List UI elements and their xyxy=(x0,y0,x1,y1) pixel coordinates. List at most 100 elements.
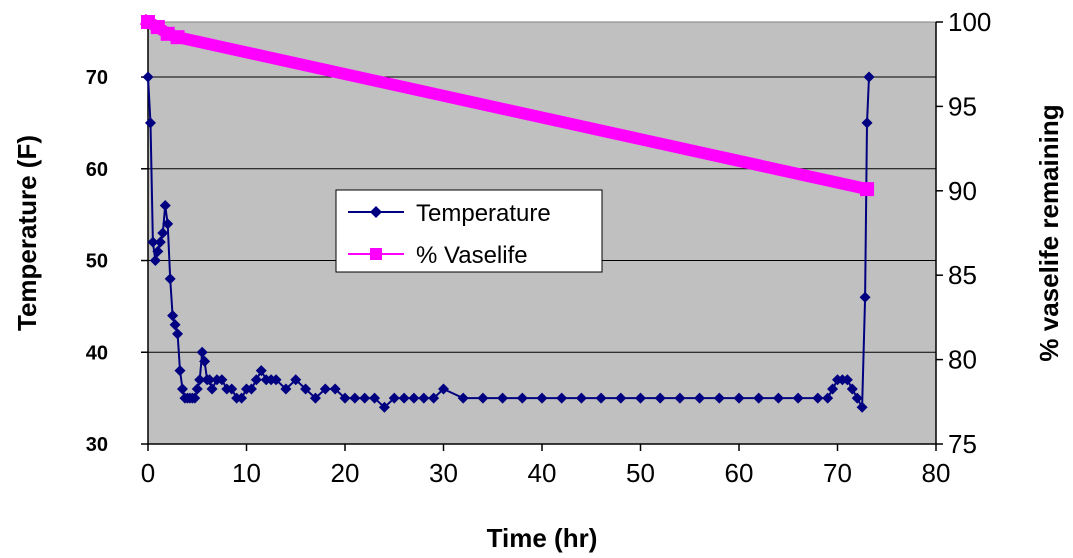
temperature-point xyxy=(309,392,321,404)
temperature-point xyxy=(162,218,174,230)
temperature-point xyxy=(250,374,262,386)
y-right-tick-label-95: 95 xyxy=(948,91,977,121)
y-right-tick-label-100: 100 xyxy=(948,7,991,37)
temperature-point xyxy=(477,392,489,404)
y-left-tick-label-40: 40 xyxy=(86,342,108,364)
x-tick-label-50: 50 xyxy=(626,458,655,488)
temperature-point xyxy=(359,392,371,404)
temperature-point xyxy=(635,392,646,404)
temperature-point xyxy=(245,383,257,395)
temperature-point xyxy=(339,392,351,404)
temperature-point xyxy=(863,71,875,83)
x-tick-label-30: 30 xyxy=(429,458,458,488)
temperature-point xyxy=(174,365,186,377)
temperature-point xyxy=(856,401,868,413)
temperature-point xyxy=(827,383,839,395)
x-tick-label-80: 80 xyxy=(922,458,951,488)
temperature-point xyxy=(841,374,853,386)
temperature-point xyxy=(851,392,863,404)
legend-temperature-marker xyxy=(370,206,382,218)
legend: Temperature % Vaselife xyxy=(335,189,603,273)
temperature-point xyxy=(497,392,509,404)
temperature-point xyxy=(144,117,156,129)
y-left-tick-label-30: 30 xyxy=(86,434,108,456)
series xyxy=(139,13,875,413)
legend-vaselife-label: % Vaselife xyxy=(416,242,528,269)
temperature-point xyxy=(157,227,169,239)
y-axis-left-title: Temperature (F) xyxy=(12,135,42,331)
temperature-point xyxy=(189,392,201,404)
x-tick-label-60: 60 xyxy=(725,458,754,488)
y-left-tick-label-60: 60 xyxy=(86,159,108,181)
temperature-point xyxy=(290,374,302,386)
temperature-point xyxy=(575,392,587,404)
temperature-point xyxy=(226,383,238,395)
temperature-point xyxy=(615,392,627,404)
vaselife-point xyxy=(170,30,185,45)
x-tick-label-20: 20 xyxy=(331,458,360,488)
legend-temperature-label: Temperature xyxy=(416,200,551,227)
temperature-point xyxy=(329,383,341,395)
temperature-point xyxy=(194,374,206,386)
temperature-point xyxy=(196,346,208,358)
temperature-point xyxy=(674,392,686,404)
temperature-point xyxy=(438,383,449,395)
temperature-point xyxy=(859,291,871,303)
temperature-point xyxy=(733,392,745,404)
y-left-tick-label-70: 70 xyxy=(86,67,108,89)
y-axis-right-title: % vaselife remaining xyxy=(1034,104,1064,361)
legend-vaselife-marker xyxy=(370,248,382,260)
temperature-point xyxy=(772,392,784,404)
temperature-point xyxy=(270,374,282,386)
y-left-tick-label-50: 50 xyxy=(86,251,108,273)
vaselife-point xyxy=(860,182,875,197)
temperature-point xyxy=(169,319,181,331)
temperature-point xyxy=(846,383,858,395)
y-right-tick-label-75: 75 xyxy=(948,429,977,459)
temperature-point xyxy=(172,328,184,340)
temperature-point xyxy=(595,392,607,404)
temperature-point xyxy=(280,383,292,395)
temperature-point xyxy=(516,392,528,404)
temperature-point xyxy=(167,310,179,322)
temperature-point xyxy=(822,392,834,404)
temperature-point xyxy=(536,392,548,404)
temperature-point xyxy=(176,383,188,395)
temperature-point xyxy=(255,365,267,377)
temperature-point xyxy=(204,374,216,386)
temperature-point xyxy=(149,255,161,267)
y-right-tick-label-90: 90 xyxy=(948,176,977,206)
temperature-point xyxy=(154,236,166,248)
temperature-point xyxy=(216,374,228,386)
temperature-point xyxy=(159,199,171,211)
temperature-point xyxy=(206,383,218,395)
temperature-point xyxy=(319,383,331,395)
temperature-point xyxy=(457,392,469,404)
y-right-tick-label-80: 80 xyxy=(948,345,977,375)
x-tick-label-70: 70 xyxy=(823,458,852,488)
temperature-point xyxy=(199,355,211,367)
temperature-point xyxy=(388,392,400,404)
temperature-point xyxy=(694,392,706,404)
x-tick-label-0: 0 xyxy=(141,458,155,488)
x-axis-title: Time (hr) xyxy=(487,523,598,553)
temperature-point xyxy=(236,392,248,404)
temperature-point xyxy=(753,392,765,404)
temperature-point xyxy=(142,71,154,83)
temperature-point xyxy=(792,392,804,404)
temperature-point xyxy=(152,245,164,257)
y-right-tick-label-85: 85 xyxy=(948,260,977,290)
x-tick-label-10: 10 xyxy=(232,458,261,488)
temperature-point xyxy=(191,383,203,395)
temperature-point xyxy=(556,392,568,404)
temperature-point xyxy=(654,392,666,404)
temperature-point xyxy=(812,392,824,404)
x-tick-label-40: 40 xyxy=(528,458,557,488)
temperature-point xyxy=(398,392,410,404)
temperature-point xyxy=(147,236,159,248)
temperature-point xyxy=(164,273,176,285)
temperature-point xyxy=(408,392,420,404)
temperature-point xyxy=(349,392,361,404)
